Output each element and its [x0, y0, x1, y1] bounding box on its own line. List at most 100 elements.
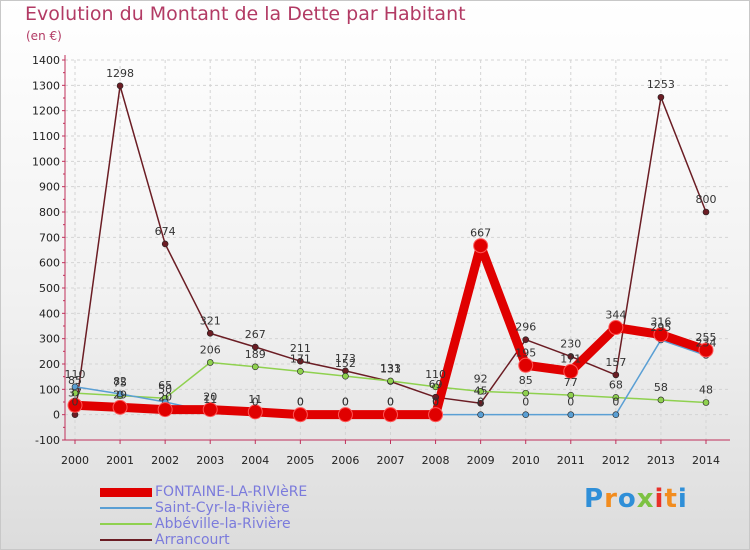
data-label: 50 — [158, 383, 172, 396]
data-label: 800 — [696, 193, 717, 206]
x-tick-label: 2008 — [422, 454, 450, 467]
data-point — [522, 389, 530, 397]
x-tick-label: 2004 — [241, 454, 269, 467]
y-tick-label: 500 — [39, 282, 60, 295]
data-point — [251, 343, 259, 351]
x-tick-label: 2010 — [512, 454, 540, 467]
legend-label: Saint-Cyr-la-Rivière — [155, 500, 290, 516]
legend: FONTAINE-LA-RIVIèRE Saint-Cyr-la-Rivière A… — [100, 484, 420, 548]
data-label: 1298 — [106, 67, 134, 80]
data-point — [473, 238, 489, 254]
data-point — [567, 391, 575, 399]
x-tick-label: 2003 — [196, 454, 224, 467]
data-label: 255 — [696, 331, 717, 344]
y-tick-label: 1400 — [32, 54, 60, 67]
data-label: 0 — [477, 396, 484, 409]
legend-swatch — [100, 539, 152, 541]
legend-label: FONTAINE-LA-RIVIèRE — [155, 484, 308, 500]
data-label: 234 — [696, 336, 717, 349]
y-tick-label: 600 — [39, 257, 60, 270]
data-label: 11 — [203, 393, 217, 406]
data-label: 0 — [72, 396, 79, 409]
data-point — [67, 397, 83, 413]
data-point — [698, 342, 714, 358]
y-tick-label: 300 — [39, 333, 60, 346]
data-label: 0 — [387, 396, 394, 409]
data-label: 0 — [612, 396, 619, 409]
data-label: 171 — [560, 352, 581, 365]
data-label: 133 — [380, 362, 401, 375]
data-point — [428, 407, 444, 423]
logo-letter: P — [584, 484, 605, 514]
data-point — [702, 208, 710, 216]
y-tick-label: 1300 — [32, 79, 60, 92]
logo-letter: i — [677, 484, 688, 514]
data-label: 37 — [68, 386, 82, 399]
data-point — [567, 353, 575, 360]
data-label: 75 — [113, 377, 127, 390]
data-label: 65 — [158, 379, 172, 392]
y-tick-label: 100 — [39, 383, 60, 396]
logo-letter: o — [617, 484, 637, 514]
data-point — [112, 399, 128, 415]
data-point — [612, 371, 620, 379]
data-label: 110 — [425, 368, 446, 381]
data-label: 0 — [522, 396, 529, 409]
legend-swatch — [100, 523, 152, 525]
legend-swatch — [100, 487, 152, 497]
legend-label: Arrancourt — [155, 532, 230, 548]
data-label: 85 — [519, 374, 533, 387]
data-point — [657, 93, 665, 101]
x-tick-label: 2014 — [692, 454, 720, 467]
data-point — [71, 383, 79, 391]
data-label: 316 — [650, 316, 671, 329]
data-point — [116, 82, 124, 90]
data-label: 173 — [335, 352, 356, 365]
x-tick-label: 2013 — [647, 454, 675, 467]
x-tick-label: 2006 — [331, 454, 359, 467]
y-tick-label: 700 — [39, 231, 60, 244]
y-tick-label: 900 — [39, 181, 60, 194]
x-tick-label: 2009 — [467, 454, 495, 467]
data-point — [477, 399, 484, 407]
data-point — [477, 411, 484, 418]
data-label: 131 — [380, 362, 401, 375]
data-label: 0 — [342, 396, 349, 409]
data-label: 157 — [605, 356, 626, 369]
data-label: 0 — [297, 396, 304, 409]
data-point — [477, 388, 484, 395]
data-point — [202, 402, 218, 418]
data-label: 0 — [432, 396, 439, 409]
data-label: 321 — [200, 314, 221, 327]
data-point — [612, 394, 620, 401]
legend-item: Arrancourt — [100, 532, 420, 548]
data-point — [71, 389, 79, 397]
data-label: 211 — [290, 342, 311, 355]
data-label: 58 — [654, 381, 668, 394]
data-label: 29 — [113, 388, 127, 401]
legend-item: Abbéville-la-Rivière — [100, 516, 420, 532]
data-label: 189 — [245, 348, 266, 361]
data-label: 667 — [470, 227, 491, 240]
data-point — [567, 411, 575, 418]
logo-letter: r — [604, 484, 618, 514]
logo-letter: i — [654, 484, 665, 514]
data-point — [563, 363, 579, 379]
data-label: 1253 — [647, 78, 675, 91]
data-label: 0 — [252, 396, 259, 409]
logo-letter: x — [636, 484, 655, 514]
legend-item: Saint-Cyr-la-Rivière — [100, 500, 420, 516]
data-point — [157, 402, 173, 418]
chart-title: Evolution du Montant de la Dette par Hab… — [25, 3, 466, 25]
data-label: 344 — [605, 309, 626, 322]
data-point — [292, 407, 308, 423]
data-point — [653, 327, 669, 343]
data-label: 11 — [248, 393, 262, 406]
x-tick-label: 2001 — [106, 454, 134, 467]
data-label: 68 — [609, 378, 623, 391]
data-point — [432, 383, 439, 391]
data-label: 82 — [113, 375, 127, 388]
data-label: 206 — [200, 343, 221, 356]
y-tick-label: 1000 — [32, 155, 60, 168]
